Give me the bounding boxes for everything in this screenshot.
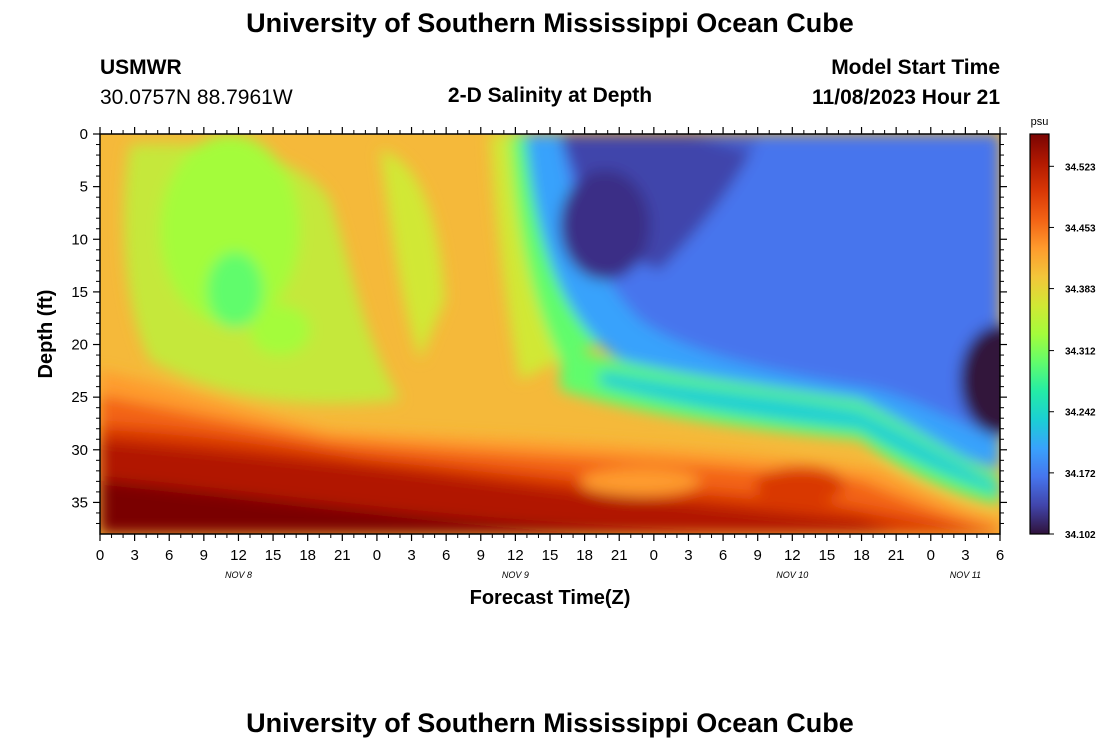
x-tick-label: 21	[611, 547, 628, 564]
colorbar-tick-label: 34.383	[1065, 285, 1096, 296]
x-tick-label: 15	[265, 547, 282, 564]
heatmap-field	[100, 134, 1000, 534]
colorbar-unit: psu	[1031, 116, 1049, 128]
x-tick-label: 0	[927, 547, 935, 564]
colorbar: psu 34.523 34.453 34.383 34.312 34.242 34.172 3…	[1029, 116, 1096, 541]
x-tick-label: 3	[407, 547, 415, 564]
x-tick-label: 12	[507, 547, 524, 564]
x-tick-label: 6	[996, 547, 1004, 564]
x-date-label: NOV 11	[950, 570, 981, 580]
x-tick-label: 9	[477, 547, 485, 564]
station-id: USMWR	[100, 56, 182, 79]
y-tick-label: 25	[71, 389, 88, 406]
x-tick-label: 6	[719, 547, 727, 564]
y-tick-label: 5	[80, 179, 88, 196]
plot-title: 2-D Salinity at Depth	[447, 84, 653, 107]
x-tick-label: 0	[650, 547, 658, 564]
x-tick-label: 9	[200, 547, 208, 564]
colorbar-tick-label: 34.102	[1065, 530, 1096, 541]
model-start-value: 11/08/2023 Hour 21	[812, 86, 1000, 109]
x-tick-label: 3	[684, 547, 692, 564]
y-tick-label: 10	[71, 231, 88, 248]
page-title: University of Southern Mississippi Ocean…	[246, 8, 854, 38]
x-tick-label: 6	[165, 547, 173, 564]
y-tick-label: 35	[71, 494, 88, 511]
x-date-label: NOV 10	[776, 570, 808, 580]
y-tick-label: 0	[80, 126, 88, 143]
x-tick-label: 18	[853, 547, 870, 564]
x-tick-label: 12	[784, 547, 801, 564]
x-tick-label: 21	[888, 547, 905, 564]
x-tick-label: 3	[961, 547, 969, 564]
x-tick-label: 15	[819, 547, 836, 564]
x-tick-label: 0	[96, 547, 104, 564]
x-tick-label: 18	[576, 547, 593, 564]
x-axis: 0 3 6 9 12 15 18 21 0 3 6 9 12 15 18 21 0 3 6 9 12 15 18 21 0 3 6 N…	[96, 127, 1004, 580]
x-tick-label: 9	[754, 547, 762, 564]
y-tick-label: 15	[71, 284, 88, 301]
y-axis: 0 5 10 15 20 25 30 35	[71, 126, 1007, 524]
heatmap-regions	[100, 134, 1000, 534]
y-axis-label: Depth (ft)	[35, 290, 57, 379]
model-start-label: Model Start Time	[831, 56, 1000, 79]
x-axis-label: Forecast Time(Z)	[470, 587, 631, 609]
colorbar-tick-label: 34.453	[1065, 223, 1096, 234]
x-tick-label: 6	[442, 547, 450, 564]
y-tick-label: 20	[71, 337, 88, 354]
x-date-label: NOV 9	[502, 570, 529, 580]
x-date-label: NOV 8	[225, 570, 252, 580]
x-tick-label: 21	[334, 547, 351, 564]
x-tick-label: 12	[230, 547, 247, 564]
colorbar-tick-label: 34.523	[1065, 162, 1096, 173]
x-tick-label: 18	[299, 547, 316, 564]
colorbar-tick-label: 34.242	[1065, 408, 1096, 419]
colorbar-tick-label: 34.172	[1065, 469, 1096, 480]
y-tick-label: 30	[71, 442, 88, 459]
x-tick-label: 15	[542, 547, 559, 564]
x-tick-label: 3	[130, 547, 138, 564]
colorbar-tick-label: 34.312	[1065, 347, 1096, 358]
colorbar-gradient	[1029, 133, 1050, 535]
x-tick-label: 0	[373, 547, 381, 564]
station-coordinates: 30.0757N 88.7961W	[100, 86, 293, 109]
footer-title: University of Southern Mississippi Ocean…	[246, 708, 854, 738]
